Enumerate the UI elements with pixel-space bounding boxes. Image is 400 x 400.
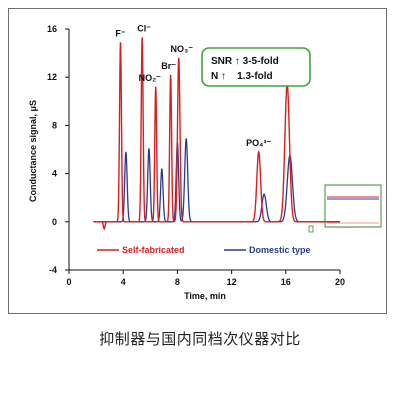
snr-annotation-line-1: SNR ↑ 3-5-fold	[211, 56, 279, 67]
peak-label: Br⁻	[161, 61, 176, 71]
snr-annotation-box	[201, 47, 311, 87]
snr-annotation-line-2: N ↑ 1.3-fold	[211, 71, 273, 82]
series-line-self-fabricated	[93, 37, 340, 231]
x-tick-label: 8	[175, 277, 180, 287]
inset-zoom-target	[308, 225, 314, 233]
y-axis-label: Conductance signal, μS	[28, 100, 38, 202]
chromatogram-chart: -4 0 4 8 12 16 0 4 8 12 16 20 F⁻ Cl⁻ NO₂⁻Br⁻ NO₃⁻ PO₄³…	[28, 23, 382, 301]
x-axis-label: Time, min	[184, 291, 226, 301]
y-tick-label: 8	[52, 120, 57, 130]
legend-label-domestic-type: Domestic type	[249, 245, 311, 255]
peak-label: Cl⁻	[137, 23, 151, 33]
legend-label-self-fabricated: Self-fabricated	[122, 245, 185, 255]
chart-frame: -4 0 4 8 12 16 0 4 8 12 16 20 F⁻ Cl⁻ NO₂⁻ Br⁻ NO₃⁻ PO₄³…	[8, 8, 387, 314]
x-tick-label: 12	[227, 277, 237, 287]
x-tick-label: 16	[281, 277, 291, 287]
x-tick-label: 20	[335, 277, 345, 287]
peak-label: NO₂⁻	[139, 73, 161, 83]
y-tick-label: 16	[47, 24, 57, 34]
zoom-inset	[308, 184, 382, 233]
x-tick-label: 0	[66, 277, 71, 287]
plot-axes	[68, 29, 340, 271]
y-tick-label: -4	[49, 265, 57, 275]
figure-caption: 抑制器与国内同档次仪器对比	[99, 330, 301, 348]
y-ticks: -4 0 4 8 12 16	[47, 24, 69, 275]
inset-box	[324, 184, 382, 228]
peak-label: NO₃⁻	[171, 44, 194, 54]
x-ticks: 0 4 8 12 16 20	[66, 270, 345, 287]
y-tick-label: 12	[47, 72, 57, 82]
peak-label: F⁻	[115, 28, 125, 38]
series-line-domestic-type	[93, 138, 340, 223]
snr-annotation: SNR ↑ 3-5-fold N ↑ 1.3-fold	[201, 47, 311, 87]
x-tick-label: 4	[121, 277, 126, 287]
peak-label: PO₄³⁻	[246, 138, 271, 148]
legend: Self-fabricated Domestic type	[97, 245, 311, 255]
y-tick-label: 0	[52, 217, 57, 227]
y-tick-label: 4	[52, 169, 57, 179]
